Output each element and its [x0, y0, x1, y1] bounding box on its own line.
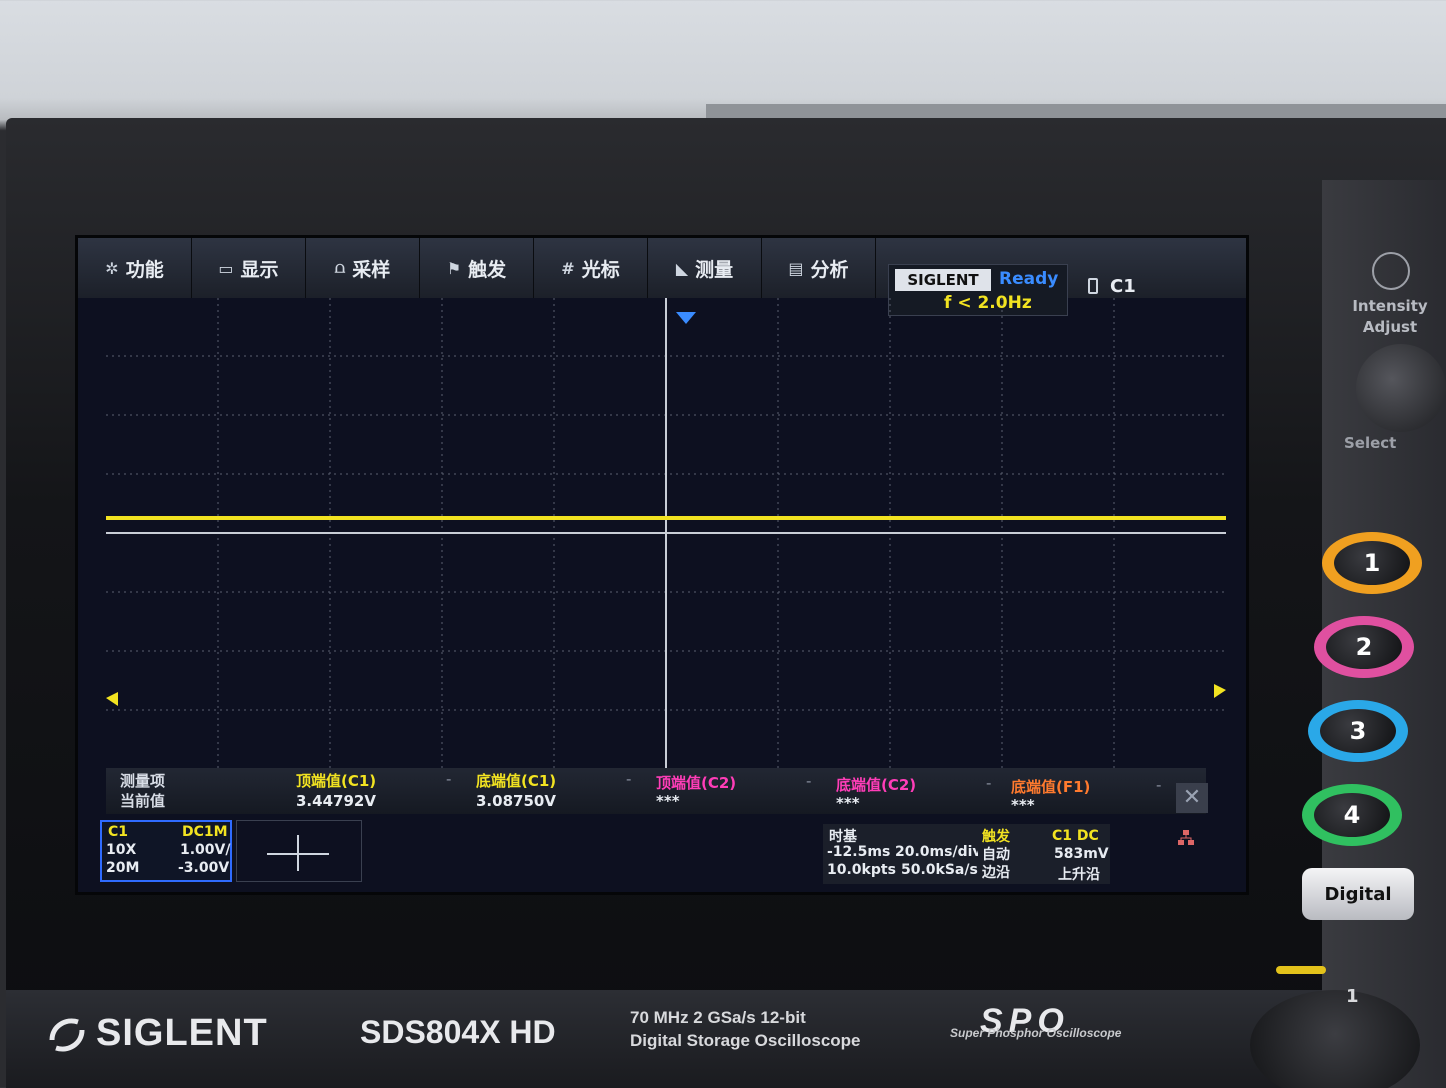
trigger-type: 边沿 [982, 865, 1010, 881]
timebase-delay: -12.5ms [827, 844, 891, 860]
channel-2-button[interactable]: 2 [1314, 616, 1414, 678]
measure-dash: - [986, 774, 992, 792]
measure-value: *** [656, 792, 680, 810]
usb-icon [1088, 278, 1098, 294]
sample-rate: 50.0kSa/s [901, 862, 978, 878]
channel-name: C1 [108, 824, 129, 840]
measure-value: *** [836, 794, 860, 812]
menu-label: 分析 [810, 258, 849, 281]
channel-1-info[interactable]: C1 DC1M 10X 1.00V/ 20M -3.00V [100, 820, 232, 882]
channel-button-label: 3 [1320, 709, 1396, 753]
gear-icon: ✲ [105, 258, 119, 278]
oscilloscope-screen: ✲ 功能 ▭ 显示 ⩍ 采样 ⚑ 触发 # 光标 ◣ 测量 ▤ 分析 SIGLE… [78, 238, 1246, 892]
trigger-level: 583mV [1054, 846, 1109, 862]
channel-1-offset-marker [106, 692, 118, 706]
channel-3-button[interactable]: 3 [1308, 700, 1408, 762]
trigger-source: C1 DC [1052, 828, 1099, 844]
probe-ratio: 10X [106, 842, 137, 858]
measure-dash: - [446, 770, 452, 788]
measure-name[interactable]: 底端值(C2) [836, 776, 917, 794]
vertical-knob[interactable] [1250, 990, 1420, 1088]
sample-icon: ⩍ [334, 258, 346, 277]
channel-1-trace [106, 312, 1226, 706]
measure-value: 3.44792V [296, 792, 376, 810]
measure-value: 3.08750V [476, 792, 556, 810]
trigger-mode: 自动 [982, 847, 1010, 863]
channel-button-label: 4 [1314, 793, 1390, 837]
channel-button-label: 2 [1326, 625, 1402, 669]
digital-button[interactable]: Digital [1302, 868, 1414, 920]
measure-name[interactable]: 顶端值(C2) [656, 774, 737, 792]
menu-label: 光标 [581, 258, 620, 281]
spo-subtitle: Super Phosphor Oscilloscope [950, 1026, 1122, 1040]
run-state: Ready [999, 269, 1059, 289]
measure-dash: - [626, 770, 632, 788]
menu-label: 采样 [352, 258, 391, 281]
close-measure-button[interactable]: ✕ [1176, 783, 1208, 813]
measure-dash: - [1156, 776, 1162, 794]
measure-icon: ◣ [675, 258, 689, 278]
menu-label: 触发 [468, 258, 507, 281]
menu-measure[interactable]: ◣ 测量 [648, 238, 762, 298]
menu-label: 测量 [695, 258, 734, 281]
analyze-icon: ▤ [788, 258, 804, 278]
channel-4-button[interactable]: 4 [1302, 784, 1402, 846]
menu-label: 显示 [240, 258, 279, 281]
trigger-level-marker [1214, 684, 1226, 698]
knob-label: 1 [1346, 986, 1359, 1007]
menu-trigger[interactable]: ⚑ 触发 [420, 238, 534, 298]
timebase-scale: 20.0ms/div [895, 844, 982, 860]
measure-name[interactable]: 底端值(C1) [476, 772, 557, 790]
channel-1-indicator [1276, 966, 1326, 974]
frequency-readout: f < 2.0Hz [944, 293, 1032, 313]
vertical-offset: -3.00V [178, 860, 230, 876]
select-label: Select [1344, 434, 1397, 452]
add-channel-button[interactable] [236, 820, 362, 882]
channel-1-button[interactable]: 1 [1322, 532, 1422, 594]
display-icon: ▭ [218, 258, 234, 278]
measure-name[interactable]: 底端值(F1) [1011, 778, 1091, 796]
measure-name[interactable]: 顶端值(C1) [296, 772, 377, 790]
memory-depth: 10.0kpts [827, 862, 896, 878]
intensity-icon [1372, 252, 1410, 290]
menu-cursor[interactable]: # 光标 [534, 238, 648, 298]
current-value-label: 当前值 [120, 792, 166, 810]
network-icon [1178, 830, 1194, 845]
status-box: SIGLENT Ready f < 2.0Hz [888, 264, 1068, 316]
spec-line-1: 70 MHz 2 GSa/s 12-bit [630, 1008, 806, 1027]
menu-analyze[interactable]: ▤ 分析 [762, 238, 876, 298]
trigger-icon: ⚑ [446, 258, 462, 278]
channel-label: C1 [1110, 276, 1136, 297]
measure-value: *** [1011, 796, 1035, 814]
channel-selector[interactable]: C1 [1088, 276, 1136, 297]
trigger-panel[interactable]: 触发 C1 DC 自动 583mV 边沿 上升沿 [978, 824, 1110, 884]
spec-line-2: Digital Storage Oscilloscope [630, 1031, 861, 1050]
measurement-bar: 测量项 当前值 顶端值(C1) 3.44792V - 底端值(C1) 3.087… [106, 768, 1206, 814]
timebase-title: 时基 [829, 829, 857, 845]
adjust-knob[interactable] [1356, 344, 1446, 432]
spo-logo: SPO [980, 1002, 1070, 1040]
menu-display[interactable]: ▭ 显示 [192, 238, 306, 298]
channel-button-label: 1 [1334, 541, 1410, 585]
trigger-title: 触发 [982, 829, 1010, 845]
menu-acquire[interactable]: ⩍ 采样 [306, 238, 420, 298]
siglent-logo-icon [49, 1018, 85, 1052]
waveform-grid [106, 298, 1226, 768]
bandwidth-limit: 20M [106, 860, 140, 876]
brand-label: SIGLENT [895, 269, 991, 291]
vertical-scale: 1.00V/ [180, 842, 231, 858]
trigger-slope: 上升沿 [1058, 867, 1100, 883]
brand-logo: SIGLENT [96, 1012, 268, 1054]
front-label-strip [6, 990, 1446, 1088]
menu-label: 功能 [125, 258, 164, 281]
intensity-label: Intensity Adjust [1352, 297, 1428, 336]
measure-dash: - [806, 772, 812, 790]
cursor-icon: # [561, 258, 575, 278]
channel-coupling: DC1M [182, 824, 228, 840]
measure-item-label: 测量项 [120, 772, 166, 790]
model-name: SDS804X HD [360, 1014, 556, 1050]
menu-function[interactable]: ✲ 功能 [78, 238, 192, 298]
trigger-position-marker [676, 312, 696, 324]
top-menu-bar: ✲ 功能 ▭ 显示 ⩍ 采样 ⚑ 触发 # 光标 ◣ 测量 ▤ 分析 [78, 238, 1246, 298]
